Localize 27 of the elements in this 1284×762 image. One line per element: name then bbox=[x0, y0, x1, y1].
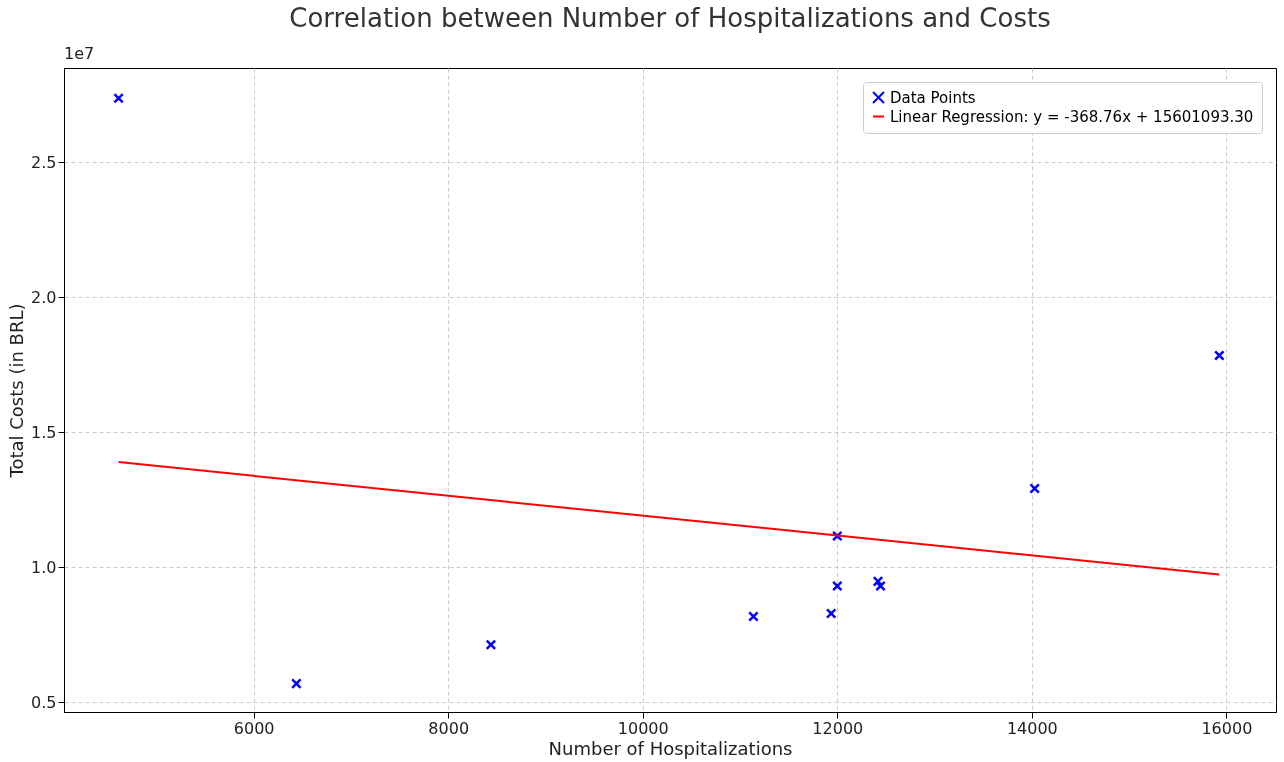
x-tick-label: 14000 bbox=[1006, 718, 1058, 738]
x-tick-label: 10000 bbox=[617, 718, 669, 738]
y-tick-label: 2.0 bbox=[31, 287, 57, 307]
x-tick-label: 12000 bbox=[812, 718, 864, 738]
y-tick-label: 1.5 bbox=[31, 422, 57, 442]
y-tick-label: 1.0 bbox=[31, 557, 57, 577]
point bbox=[290, 678, 302, 690]
y-axis-title: Total Costs (in BRL) bbox=[6, 303, 28, 479]
point bbox=[748, 611, 759, 622]
y-tick-label: 2.5 bbox=[31, 152, 57, 172]
legend-label: Linear Regression: y = -368.76x + 15601093.30 bbox=[890, 107, 1254, 126]
text: 1e7 bbox=[64, 44, 95, 63]
point bbox=[825, 608, 837, 619]
x-tick-label: 16000 bbox=[1201, 718, 1253, 738]
point bbox=[872, 575, 884, 587]
point bbox=[875, 580, 886, 592]
point bbox=[485, 639, 497, 651]
point bbox=[1213, 350, 1225, 361]
point bbox=[831, 580, 843, 592]
y-tick-label: 0.5 bbox=[31, 692, 57, 712]
x-tick-label: 6000 bbox=[233, 718, 275, 738]
point bbox=[113, 92, 124, 104]
legend-label: Data Points bbox=[890, 88, 976, 107]
x-tick-label: 8000 bbox=[428, 718, 470, 738]
x-axis-title: Number of Hospitalizations bbox=[548, 737, 793, 759]
point bbox=[1029, 483, 1041, 494]
chart-title: Correlation between Number of Hospitalizations and Costs bbox=[289, 3, 1051, 33]
